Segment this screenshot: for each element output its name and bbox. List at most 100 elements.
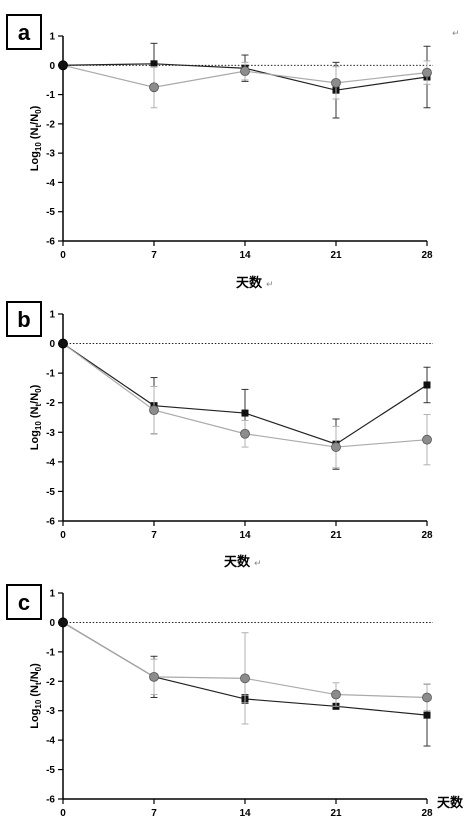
x-tick-label: 28 — [421, 530, 433, 541]
x-tick-label: 14 — [239, 808, 251, 819]
y-tick-label: -5 — [46, 487, 55, 498]
y-axis-label-part: ) — [29, 105, 41, 109]
y-tick-label: 1 — [49, 32, 55, 43]
y-axis-label-part: (N — [29, 406, 41, 421]
y-axis-label-part: 0 — [34, 388, 43, 393]
y-axis-label-part: 10 — [34, 699, 43, 708]
x-axis-label: 天数 — [224, 554, 251, 570]
y-axis-label-part: Log — [29, 151, 41, 171]
data-point — [422, 67, 432, 78]
y-axis-label-part: /N — [29, 671, 41, 682]
y-tick-label: -2 — [46, 119, 55, 130]
series-square — [58, 42, 431, 119]
y-axis-label-part: /N — [29, 114, 41, 125]
y-axis-label-part: 0 — [34, 666, 43, 671]
series-circle — [58, 617, 432, 725]
y-axis-label: Log10 (Nt/N0) — [29, 663, 43, 729]
y-axis-label-part: /N — [29, 393, 41, 404]
data-point — [58, 60, 68, 71]
x-tick-label: 21 — [330, 530, 342, 541]
y-axis-label-part: 0 — [34, 109, 43, 114]
x-tick-label: 14 — [239, 530, 251, 541]
y-axis-label-part: ) — [29, 384, 41, 388]
data-point — [423, 381, 431, 389]
y-axis-label-part: (N — [29, 127, 41, 142]
data-point — [331, 77, 341, 88]
x-tick-label: 7 — [151, 808, 157, 819]
data-point — [240, 428, 250, 439]
data-point — [58, 617, 68, 628]
y-axis-label-part: t — [34, 125, 43, 128]
y-tick-label: -2 — [46, 398, 55, 409]
data-point — [149, 671, 159, 682]
y-tick-label: 0 — [49, 339, 55, 350]
y-axis-label-part: Log — [29, 709, 41, 729]
panel-label: c — [18, 590, 30, 615]
series-circle — [58, 60, 432, 109]
x-tick-label: 28 — [421, 808, 433, 819]
data-point — [240, 673, 250, 684]
y-tick-label: -6 — [46, 517, 55, 528]
panel-label: b — [17, 307, 30, 332]
series-square — [58, 338, 431, 470]
y-axis-label-part: 10 — [34, 421, 43, 430]
x-axis-label: 天数 — [236, 275, 263, 291]
x-tick-label: 0 — [60, 808, 66, 819]
y-tick-label: -2 — [46, 677, 55, 688]
data-point — [149, 405, 159, 416]
y-axis-label: Log10 (Nt/N0) — [29, 105, 43, 171]
y-axis-label-part: (N — [29, 685, 41, 700]
y-tick-label: 1 — [49, 310, 55, 321]
data-point — [149, 82, 159, 93]
return-mark: ↵ — [452, 29, 460, 39]
y-tick-label: -5 — [46, 765, 55, 776]
data-point — [331, 689, 341, 700]
data-point — [241, 409, 249, 417]
y-tick-label: -6 — [46, 237, 55, 248]
panel-label-box — [6, 14, 42, 50]
data-point — [331, 442, 341, 452]
y-tick-label: -4 — [46, 736, 55, 747]
y-axis-label: Log10 (Nt/N0) — [29, 384, 43, 450]
x-tick-label: 28 — [421, 250, 433, 261]
y-tick-label: -3 — [46, 149, 55, 160]
y-axis-label-part: t — [34, 404, 43, 407]
y-axis-label-part: ) — [29, 663, 41, 667]
y-tick-label: 1 — [49, 589, 55, 600]
y-axis-label-part: Log — [29, 430, 41, 450]
data-point — [422, 434, 432, 445]
panel-label-box — [6, 301, 42, 337]
y-tick-label: -1 — [46, 90, 55, 101]
return-mark: ↵ — [254, 559, 262, 569]
x-tick-label: 0 — [60, 250, 66, 261]
y-tick-label: 0 — [49, 61, 55, 72]
x-tick-label: 7 — [151, 250, 157, 261]
y-tick-label: 0 — [49, 618, 55, 629]
y-tick-label: -4 — [46, 457, 55, 468]
x-tick-label: 21 — [330, 808, 342, 819]
data-point — [58, 338, 68, 349]
y-tick-label: -5 — [46, 207, 55, 218]
y-tick-label: -3 — [46, 706, 55, 717]
y-tick-label: -1 — [46, 369, 55, 380]
y-axis-label-part: t — [34, 682, 43, 685]
x-tick-label: 21 — [330, 250, 342, 261]
y-tick-label: -4 — [46, 178, 55, 189]
x-tick-label: 0 — [60, 530, 66, 541]
y-axis-label-part: 10 — [34, 142, 43, 151]
panel-label-box — [6, 584, 42, 620]
data-point — [422, 692, 432, 703]
y-tick-label: -3 — [46, 428, 55, 439]
panel-label: a — [18, 20, 31, 45]
y-tick-label: -6 — [46, 795, 55, 806]
series-circle — [58, 338, 432, 469]
data-point — [240, 66, 250, 77]
data-point — [150, 60, 158, 68]
x-tick-label: 7 — [151, 530, 157, 541]
x-tick-label: 14 — [239, 250, 251, 261]
data-point — [423, 711, 431, 719]
